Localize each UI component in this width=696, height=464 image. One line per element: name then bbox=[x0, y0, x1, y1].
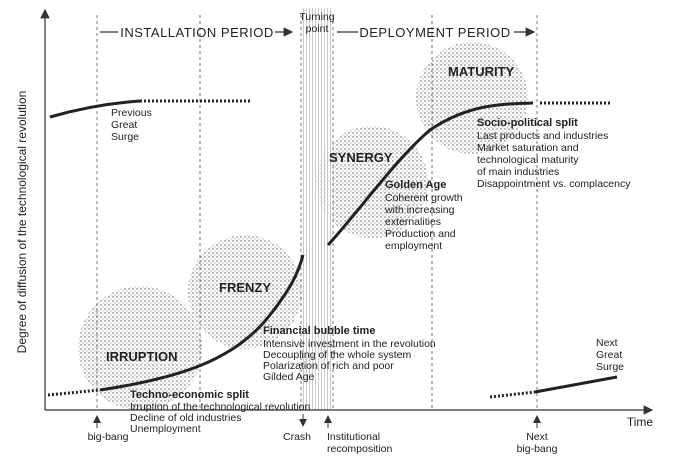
phase-name: MATURITY bbox=[448, 64, 515, 79]
phase-heading: Techno-economic split bbox=[130, 389, 249, 401]
phase-heading: Socio-political split bbox=[477, 117, 578, 129]
y-axis-label: Degree of diffusion of the technological… bbox=[15, 91, 29, 354]
phase-heading: Golden Age bbox=[385, 179, 446, 191]
phase-line: technological maturity bbox=[477, 154, 579, 166]
event-label: Crash bbox=[283, 431, 311, 443]
surge-curves bbox=[47, 99, 618, 399]
surge-label: Surge bbox=[111, 131, 139, 143]
synergy-zone bbox=[316, 126, 428, 238]
phase-line: Decline of old industries bbox=[130, 412, 241, 424]
maturity-zone bbox=[416, 42, 528, 154]
x-axis-label: Time bbox=[627, 415, 654, 429]
event-label: recomposition bbox=[327, 443, 393, 455]
phase-name: SYNERGY bbox=[329, 150, 393, 165]
phase-heading: Financial bubble time bbox=[263, 325, 375, 337]
phase-line: Disappointment vs. complacency bbox=[477, 178, 631, 190]
surge-label: Great bbox=[596, 349, 622, 361]
phase-line: Last products and industries bbox=[477, 130, 608, 142]
turning-point-label: point bbox=[306, 23, 329, 35]
event-label: big-bang bbox=[88, 431, 129, 443]
phase-line: Market saturation and bbox=[477, 142, 579, 154]
surge-label: Previous bbox=[111, 107, 152, 119]
irruption-zone bbox=[78, 286, 202, 410]
phase-line: Intensive investment in the revolution bbox=[263, 338, 436, 350]
phase-line: of main industries bbox=[477, 166, 559, 178]
period-label: DEPLOYMENT PERIOD bbox=[359, 25, 510, 40]
event-label: big-bang bbox=[517, 443, 558, 455]
surge-label: Next bbox=[596, 337, 618, 349]
phase-name: FRENZY bbox=[219, 280, 271, 295]
phase-line: Coherent growth bbox=[385, 192, 463, 204]
phase-name: IRRUPTION bbox=[106, 349, 178, 364]
event-arrows bbox=[93, 414, 541, 428]
phase-line: Production and bbox=[385, 228, 456, 240]
phase-line: Irruption of the technological revolutio… bbox=[130, 401, 311, 413]
surge-label: Great bbox=[111, 119, 137, 131]
phase-line: Gilded Age bbox=[263, 371, 315, 383]
period-label: INSTALLATION PERIOD bbox=[120, 25, 274, 40]
turning-point-label: Turning bbox=[299, 11, 334, 23]
phase-line: externalities bbox=[385, 216, 441, 228]
phase-line: Decoupling of the whole system bbox=[263, 349, 411, 361]
event-label: Institutional bbox=[327, 431, 380, 443]
phase-line: with increasing bbox=[384, 204, 455, 216]
phase-line: employment bbox=[385, 240, 442, 252]
frenzy-zone bbox=[188, 235, 302, 349]
surge-label: Surge bbox=[596, 361, 624, 373]
phase-line: Polarization of rich and poor bbox=[263, 360, 394, 372]
phase-line: Unemployment bbox=[130, 423, 201, 435]
turning-point-band bbox=[301, 8, 333, 410]
event-label: Next bbox=[526, 431, 548, 443]
